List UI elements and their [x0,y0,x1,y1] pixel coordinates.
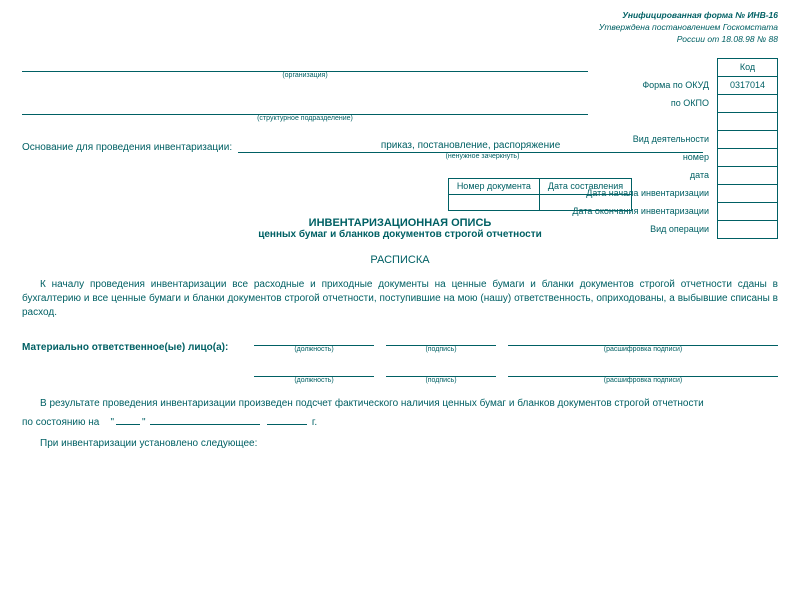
start-date-value [718,184,778,202]
okpo-label: по ОКПО [566,94,717,112]
subdivision-field[interactable] [22,101,588,115]
sig1-signature-field[interactable] [386,334,496,346]
number-value [718,148,778,166]
sig2-signature-field[interactable] [386,365,496,377]
raspiska-title: РАСПИСКА [22,254,778,266]
sig1-signature-caption: (подпись) [386,346,496,353]
sig2-position-caption: (должность) [254,377,374,384]
end-date-value [718,202,778,220]
date-month-field[interactable] [150,424,260,425]
sig1-signature: (подпись) [386,334,496,353]
sig2-position-field[interactable] [254,365,374,377]
header-line2: Утверждена постановлением Госкомстата [22,22,778,34]
organization-field[interactable] [22,58,588,72]
top-section: Код Форма по ОКУД0317014 по ОКПО Вид дея… [22,58,778,160]
header-line1: Унифицированная форма № ИНВ-16 [622,10,778,20]
sig2-signature: (подпись) [386,365,496,384]
number-label: номер [566,148,717,166]
sig2-decipher: (расшифровка подписи) [508,365,778,384]
sig1-position-field[interactable] [254,334,374,346]
basis-label: Основание для проведения инвентаризации: [22,142,238,153]
form-header: Унифицированная форма № ИНВ-16 Утвержден… [22,10,778,46]
code-header: Код [718,58,778,76]
responsible-row-1: Материально ответственное(ые) лицо(а): (… [22,334,778,353]
sig1-decipher: (расшифровка подписи) [508,334,778,353]
header-line3: России от 18.08.98 № 88 [22,34,778,46]
paragraph-1: К началу проведения инвентаризации все р… [22,278,778,320]
sig1-position: (должность) [254,334,374,353]
sig2-decipher-field[interactable] [508,365,778,377]
organization-row: (организация) [22,58,588,79]
date-prefix: по состоянию на [22,417,99,428]
date-day-field[interactable] [116,424,140,425]
resp-label: Материально ответственное(ые) лицо(а): [22,342,242,353]
organization-caption: (организация) [22,72,588,79]
activity-value [718,130,778,148]
sig2-position: (должность) [254,365,374,384]
date-value [718,166,778,184]
sig1-decipher-caption: (расшифровка подписи) [508,346,778,353]
year-suffix: г. [312,417,317,428]
date-row: по состоянию на "" г. [22,417,778,428]
empty-cell-1 [718,112,778,130]
sig1-position-caption: (должность) [254,346,374,353]
date-year-field[interactable] [267,424,307,425]
subdivision-row: (структурное подразделение) [22,101,588,122]
okud-value: 0317014 [718,76,778,94]
sig2-decipher-caption: (расшифровка подписи) [508,377,778,384]
doc-num-value[interactable] [448,194,539,210]
okpo-value [718,94,778,112]
end-date-label: Дата окончания инвентаризации [566,202,717,220]
start-date-label: Дата начала инвентаризации [566,184,717,202]
followup-text: При инвентаризации установлено следующее… [22,438,778,449]
sig2-signature-caption: (подпись) [386,377,496,384]
responsible-row-2: (должность) (подпись) (расшифровка подпи… [254,365,778,384]
optype-value [718,220,778,238]
code-table: Код Форма по ОКУД0317014 по ОКПО Вид дея… [566,58,778,239]
date-label: дата [566,166,717,184]
activity-label: Вид деятельности [566,130,717,148]
optype-label: Вид операции [566,220,717,238]
okud-label: Форма по ОКУД [566,76,717,94]
doc-num-header: Номер документа [448,178,539,194]
sig1-decipher-field[interactable] [508,334,778,346]
result-text-1: В результате проведения инвентаризации п… [22,398,778,409]
subdivision-caption: (структурное подразделение) [22,115,588,122]
